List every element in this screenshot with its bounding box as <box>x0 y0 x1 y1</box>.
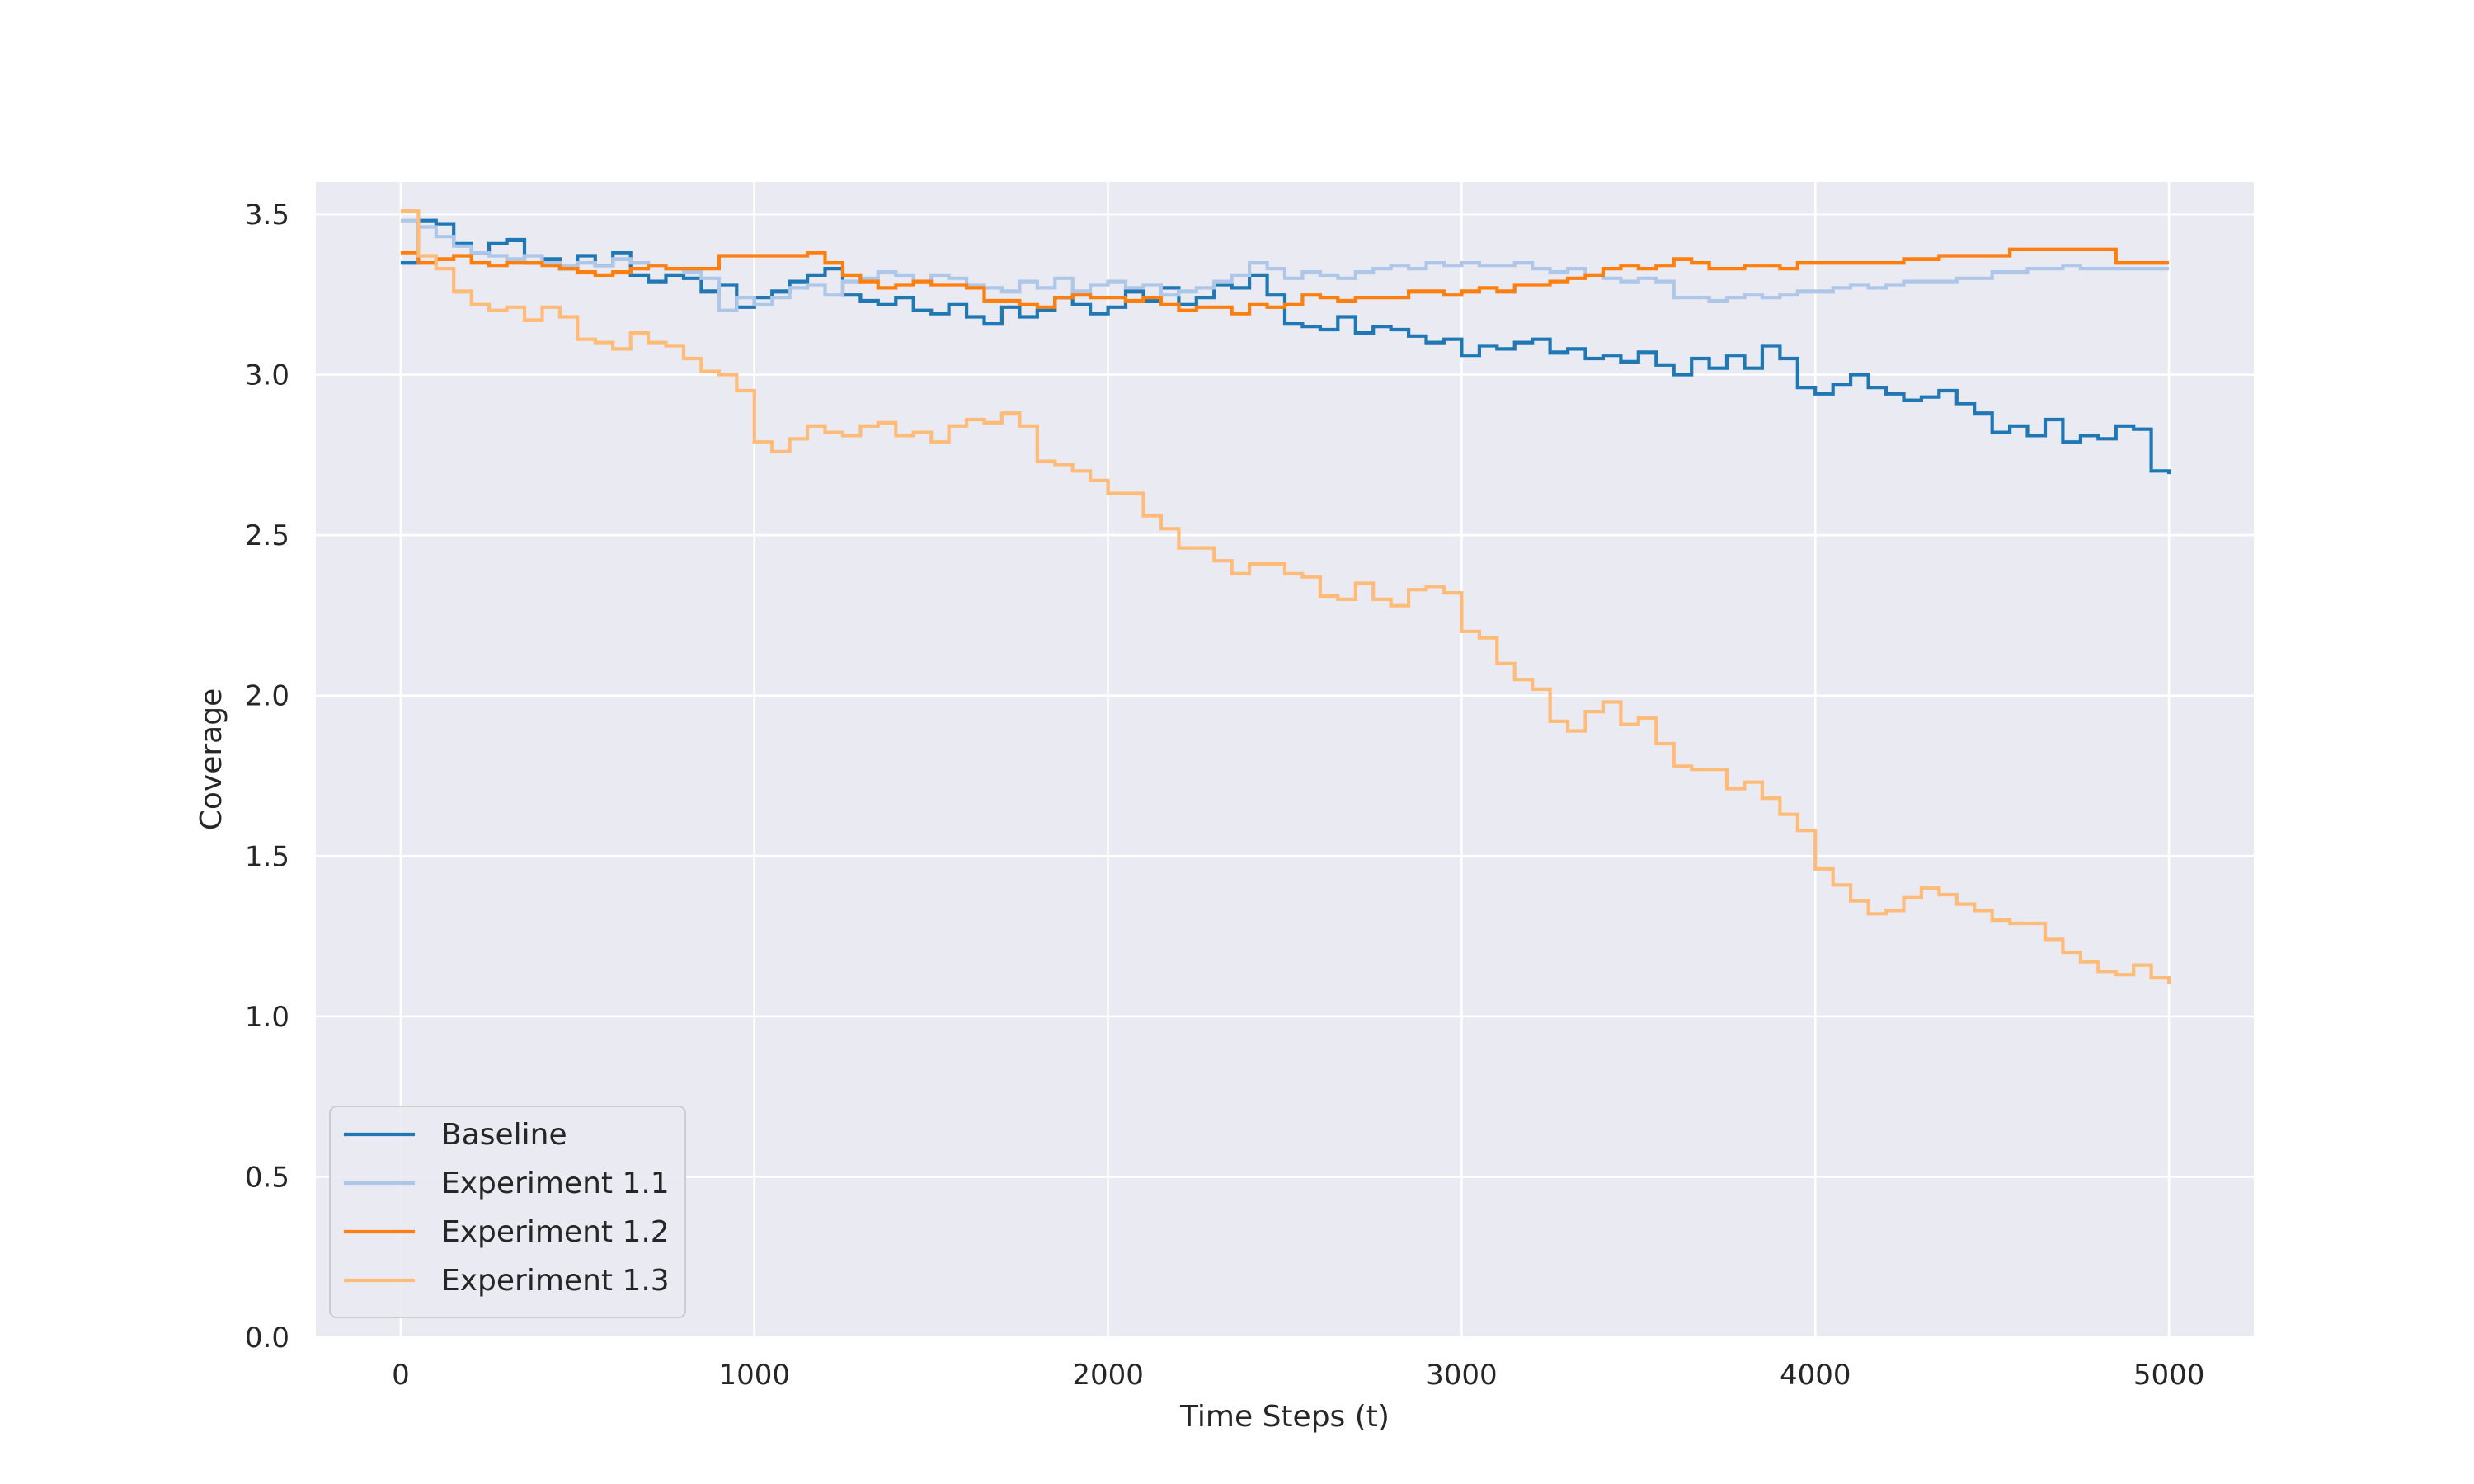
x-tick-label: 2000 <box>1072 1359 1144 1392</box>
x-tick-label: 1000 <box>718 1359 790 1392</box>
series-line <box>400 218 2171 475</box>
x-tick-labels: 0 1000 2000 3000 4000 5000 <box>392 1359 2204 1392</box>
y-tick-label: 1.0 <box>245 1001 289 1034</box>
y-tick-label: 3.0 <box>245 359 289 392</box>
x-tick-label: 3000 <box>1426 1359 1498 1392</box>
legend: Baseline Experiment 1.1 Experiment 1.2 Expe… <box>329 1106 686 1318</box>
legend-frame <box>329 1106 686 1318</box>
x-tick-label: 5000 <box>2133 1359 2205 1392</box>
legend-label: Baseline <box>441 1118 567 1152</box>
legend-label: Experiment 1.2 <box>441 1215 670 1249</box>
legend-label: Experiment 1.3 <box>441 1264 670 1298</box>
y-tick-label: 1.5 <box>245 840 289 873</box>
x-axis-label: Time Steps (t) <box>1179 1400 1390 1434</box>
series-line <box>400 247 2170 316</box>
y-axis-label: Coverage <box>195 688 228 830</box>
series-line <box>400 209 2171 984</box>
x-tick-label: 0 <box>392 1359 410 1392</box>
y-tick-label: 0.0 <box>245 1322 289 1355</box>
y-tick-label: 3.5 <box>245 199 289 232</box>
y-tick-labels: 0.0 0.5 1.0 1.5 2.0 2.5 3.0 3.5 <box>245 199 289 1355</box>
series-layer <box>400 209 2171 984</box>
y-tick-label: 2.5 <box>245 519 289 552</box>
x-tick-label: 4000 <box>1780 1359 1851 1392</box>
legend-label: Experiment 1.1 <box>441 1167 670 1200</box>
y-tick-label: 0.5 <box>245 1161 289 1194</box>
y-tick-label: 2.0 <box>245 680 289 713</box>
